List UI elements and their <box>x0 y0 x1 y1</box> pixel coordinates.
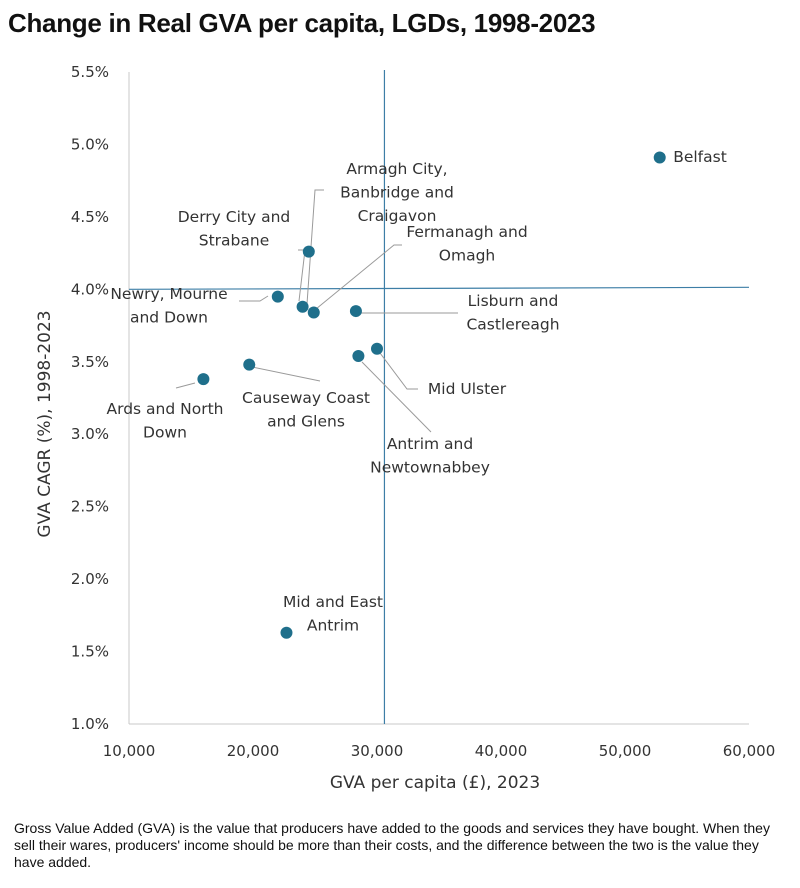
y-tick-label: 1.5% <box>71 643 109 661</box>
x-tick-label: 20,000 <box>227 742 280 760</box>
label-mid-and-east-antrim: Mid and East Antrim <box>283 593 383 635</box>
label-causeway-coast-and-glens: Causeway Coast and Glens <box>242 389 370 431</box>
label-ards-and-north-down: Ards and North Down <box>107 400 224 442</box>
leader-line-newry-mourne-and-down <box>239 295 269 302</box>
leader-line-derry-city-and-strabane <box>298 249 306 302</box>
x-tick-label: 10,000 <box>103 742 156 760</box>
y-tick-label: 3.0% <box>71 425 109 443</box>
point-causeway-coast-and-glens <box>243 358 256 371</box>
label-belfast: Belfast <box>673 148 727 166</box>
y-tick-label: 2.5% <box>71 498 109 516</box>
label-newry-mourne-and-down: Newry, Mourne and Down <box>110 285 227 327</box>
y-tick-label: 5.0% <box>71 135 109 153</box>
chart-title: Change in Real GVA per capita, LGDs, 199… <box>8 8 596 38</box>
point-newry-mourne-and-down <box>271 290 284 303</box>
leader-line-ards-and-north-down <box>175 382 196 389</box>
footnote: Gross Value Added (GVA) is the value tha… <box>14 820 770 870</box>
point-lisburn-and-castlereagh <box>349 305 362 318</box>
horizontal-reference-line <box>128 286 750 290</box>
leader-line-armagh-city-banbridge-and-craigavon <box>306 189 324 305</box>
label-antrim-and-newtownabbey: Antrim and Newtownabbey <box>370 435 490 477</box>
y-tick-label: 2.0% <box>71 570 109 588</box>
point-belfast <box>653 151 666 164</box>
y-tick-label: 1.0% <box>71 715 109 733</box>
point-fermanagh-and-omagh <box>307 306 320 319</box>
y-axis-title: GVA CAGR (%), 1998-2023 <box>35 310 55 537</box>
point-mid-ulster <box>371 342 383 355</box>
leader-line-mid-ulster <box>379 352 418 390</box>
reference-lines <box>128 70 750 724</box>
x-tick-label: 40,000 <box>475 742 528 760</box>
point-antrim-and-newtownabbey <box>352 349 365 362</box>
leader-lines <box>175 189 458 433</box>
y-tick-label: 4.5% <box>71 208 109 226</box>
x-tick-label: 30,000 <box>351 742 404 760</box>
leader-line-causeway-coast-and-glens <box>251 366 321 382</box>
label-armagh-city-banbridge-and-craigavon: Armagh City, Banbridge and Craigavon <box>340 160 454 225</box>
label-lisburn-and-castlereagh: Lisburn and Castlereagh <box>466 292 559 334</box>
x-tick-label: 60,000 <box>723 742 776 760</box>
point-ards-and-north-down <box>197 373 210 386</box>
data-points <box>197 151 666 639</box>
point-armagh-city-banbridge-and-craigavon <box>302 245 315 258</box>
scatter-chart: 10,000 20,000 30,000 40,000 50,000 60,000 1.0%… <box>35 63 775 793</box>
label-derry-city-and-strabane: Derry City and Strabane <box>178 208 291 250</box>
y-tick-label: 5.5% <box>71 63 109 81</box>
y-tick-label: 4.0% <box>71 280 109 298</box>
leader-line-fermanagh-and-omagh <box>315 244 402 310</box>
label-mid-ulster: Mid Ulster <box>428 380 507 398</box>
label-fermanagh-and-omagh: Fermanagh and Omagh <box>406 223 527 265</box>
leader-line-antrim-and-newtownabbey <box>361 361 432 433</box>
y-tick-label: 3.5% <box>71 353 109 371</box>
point-mid-and-east-antrim <box>280 626 293 639</box>
x-tick-label: 50,000 <box>599 742 652 760</box>
point-labels: Belfast Armagh City, Banbridge and Craigavo… <box>107 148 727 635</box>
axes: 10,000 20,000 30,000 40,000 50,000 60,000 1.0%… <box>71 63 775 760</box>
point-derry-city-and-strabane <box>296 300 309 313</box>
x-axis-title: GVA per capita (£), 2023 <box>330 773 540 793</box>
